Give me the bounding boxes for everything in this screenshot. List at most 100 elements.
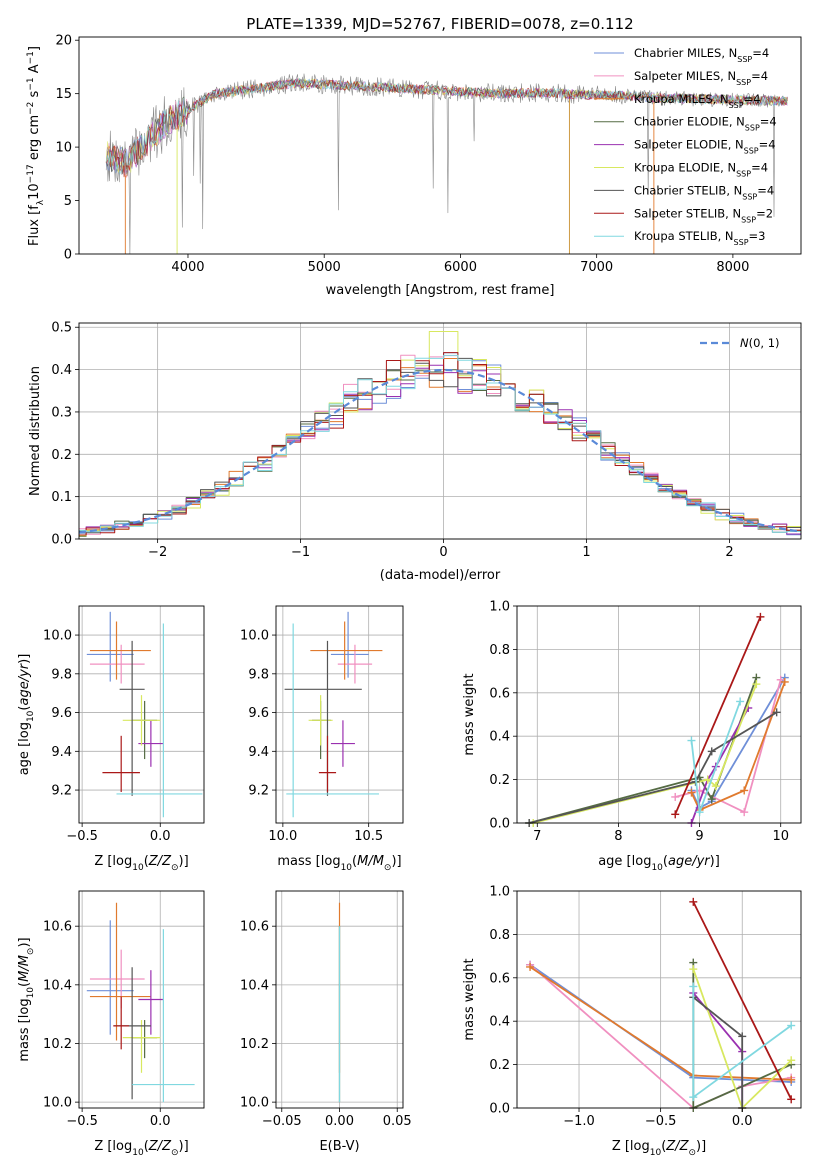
legend-label-salpeter-stelib: Salpeter STELIB, NSSP=2 — [634, 206, 773, 224]
z-weight-ytick-label: 0.8 — [489, 928, 510, 943]
legend-label-kroupa-miles: Kroupa MILES, NSSP=4 — [634, 92, 760, 110]
z-weight-line — [692, 901, 793, 1100]
residuals-ytick-label: 0.5 — [51, 321, 72, 336]
z-age-grid — [79, 606, 204, 823]
spectrum-xtick-label: 5000 — [308, 260, 341, 275]
spectrum-axes: 4000 5000 6000 7000 8000 0 5 10 15 20 — [55, 34, 802, 275]
age-weight-axes: 7 8 9 10 0.0 0.2 0.4 0.6 0.8 1.0 — [489, 600, 802, 844]
age-weight-ytick-label: 0.8 — [489, 643, 510, 658]
z-weight-ylabel: mass weight — [462, 958, 477, 1040]
z-weight-xtick-label: −0.5 — [645, 1114, 677, 1129]
z-age-xlabel: Z [log10(Z/Z⊙)] — [94, 854, 188, 873]
residuals-histograms — [79, 331, 801, 537]
residuals-ytick-label: 0.1 — [51, 490, 72, 505]
z-weight-xlabel: Z [log10(Z/Z⊙)] — [612, 1139, 706, 1158]
age-weight-ytick-label: 0.6 — [489, 686, 510, 701]
age-weight-line — [528, 711, 778, 824]
legend-label-chabrier-stelib: Chabrier STELIB, NSSP=4 — [634, 183, 774, 201]
z-mass-axes: −0.5 0.0 10.0 10.2 10.4 10.6 — [43, 890, 205, 1129]
spectrum-legend: Chabrier MILES, NSSP=4 Salpeter MILES, NS… — [594, 46, 777, 247]
residuals-xtick-label: −2 — [148, 545, 167, 560]
ebv-mass-xlabel: E(B-V) — [319, 1139, 359, 1154]
age-weight-xtick-label: 9 — [695, 829, 703, 844]
z-weight-ytick-label: 0.2 — [489, 1058, 510, 1073]
mass-age-ytick-label: 9.4 — [248, 745, 269, 760]
z-mass-ylabel: mass [log10(M/M⊙)] — [17, 937, 36, 1061]
residuals-ytick-label: 0.4 — [51, 363, 72, 378]
spectrum-ytick-label: 20 — [55, 34, 72, 49]
legend-label-salpeter-elodie: Salpeter ELODIE, NSSP=4 — [634, 138, 776, 156]
spectrum-xtick-label: 7000 — [580, 260, 613, 275]
z-age-xtick-label: −0.5 — [66, 829, 98, 844]
age-weight-line — [690, 681, 786, 811]
age-weight-ylabel: mass weight — [462, 673, 477, 755]
z-age-ytick-label: 9.8 — [51, 667, 72, 682]
z-weight-ytick-label: 0.4 — [489, 1015, 510, 1030]
age-weight-panel: 7 8 9 10 0.0 0.2 0.4 0.6 0.8 1.0 age [log10(age/yr… — [462, 600, 802, 873]
z-weight-panel: −1.0 −0.5 0.0 0.0 0.2 0.4 0.6 0.8 1.0 Z [log10(Z/… — [462, 885, 802, 1158]
z-age-ytick-label: 10.0 — [43, 629, 72, 644]
residuals-axes: −2 −1 0 1 2 0.0 0.1 0.2 0.3 0.4 0.5 — [51, 321, 802, 560]
z-age-data — [86, 611, 203, 818]
legend-label-kroupa-stelib: Kroupa STELIB, NSSP=3 — [634, 229, 765, 247]
ebv-mass-frame — [275, 890, 404, 1109]
age-weight-ytick-label: 1.0 — [489, 600, 510, 615]
z-mass-xtick-label: 0.0 — [150, 1114, 171, 1129]
legend-label-chabrier-miles: Chabrier MILES, NSSP=4 — [634, 46, 769, 64]
ebv-mass-xtick-label: 0.05 — [383, 1114, 412, 1129]
age-weight-ytick-label: 0.2 — [489, 773, 510, 788]
spectrum-model-line — [105, 78, 788, 173]
residuals-xtick-label: −1 — [291, 545, 310, 560]
age-weight-line — [690, 677, 786, 809]
spectrum-ytick-label: 0 — [64, 248, 72, 263]
z-mass-ytick-label: 10.2 — [43, 1037, 72, 1052]
z-weight-grid — [517, 890, 801, 1109]
residuals-xtick-label: 2 — [725, 545, 733, 560]
z-age-frame — [78, 605, 205, 824]
gaussian-curve — [79, 368, 800, 534]
z-mass-xtick-label: −0.5 — [66, 1114, 98, 1129]
legend-label-chabrier-elodie: Chabrier ELODIE, NSSP=4 — [634, 115, 777, 133]
ebv-mass-ytick-label: 10.6 — [240, 920, 269, 935]
mass-age-panel: 10.0 10.5 9.2 9.4 9.6 9.8 10.0 mass [log10(M/M⊙… — [240, 605, 404, 873]
spectrum-ytick-label: 15 — [55, 87, 72, 102]
spectrum-model-line — [105, 78, 788, 175]
age-weight-ytick-label: 0.4 — [489, 730, 510, 745]
mass-age-ytick-label: 9.2 — [248, 784, 269, 799]
z-mass-frame — [78, 890, 205, 1109]
residuals-ytick-label: 0.2 — [51, 448, 72, 463]
z-age-panel: −0.5 0.0 9.2 9.4 9.6 9.8 10.0 Z [log10(Z/Z⊙)] ag… — [17, 605, 205, 873]
z-mass-xlabel: Z [log10(Z/Z⊙)] — [94, 1139, 188, 1158]
z-age-xtick-label: 0.0 — [150, 829, 171, 844]
gaussian-legend-label: N(0, 1) — [740, 336, 780, 350]
z-weight-xtick-label: −1.0 — [563, 1114, 595, 1129]
age-weight-frame — [516, 605, 802, 824]
z-weight-xtick-label: 0.0 — [732, 1114, 753, 1129]
spectrum-frame — [78, 36, 802, 255]
mass-age-xtick-label: 10.5 — [354, 829, 383, 844]
residuals-panel: −2 −1 0 1 2 0.0 0.1 0.2 0.3 0.4 0.5 (data-model)/er… — [28, 321, 802, 583]
age-weight-line — [690, 707, 750, 824]
residuals-legend: N(0, 1) — [700, 336, 780, 350]
z-age-ytick-label: 9.2 — [51, 784, 72, 799]
spectrum-ylabel: Flux [fλ10−17 erg cm−2 s−1 A−1] — [26, 46, 46, 246]
legend-label-salpeter-miles: Salpeter MILES, NSSP=4 — [634, 69, 768, 87]
spectrum-model-line — [105, 79, 788, 178]
residuals-ylabel: Normed distribution — [28, 366, 43, 496]
spectrum-model-line — [105, 78, 788, 175]
mass-age-xtick-label: 10.0 — [268, 829, 297, 844]
age-weight-xtick-label: 10 — [772, 829, 789, 844]
spectrum-ytick-label: 5 — [64, 194, 72, 209]
age-weight-line — [674, 679, 782, 813]
z-weight-data — [526, 897, 796, 1112]
spectrum-title: PLATE=1339, MJD=52767, FIBERID=0078, z=0… — [246, 15, 633, 33]
z-mass-grid — [79, 891, 204, 1108]
legend-label-kroupa-elodie: Kroupa ELODIE, NSSP=4 — [634, 161, 768, 179]
spectrum-lines — [105, 73, 788, 254]
z-mass-data — [86, 902, 195, 1103]
mass-age-ytick-label: 9.8 — [248, 667, 269, 682]
residuals-data — [79, 331, 801, 537]
ebv-mass-panel: −0.05 0.00 0.05 10.0 10.2 10.4 10.6 E(B-V) — [240, 890, 412, 1154]
z-age-ytick-label: 9.6 — [51, 706, 72, 721]
age-weight-xlabel: age [log10(age/yr)] — [598, 854, 720, 873]
